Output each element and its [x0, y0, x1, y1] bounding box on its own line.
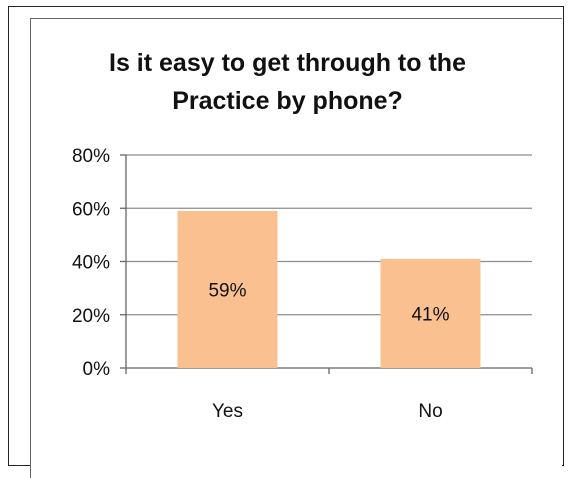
bar-chart: 0% 20% 40% 60% 80% 59% Yes 41% No: [72, 146, 533, 422]
y-tick-label: 60%: [72, 199, 110, 220]
bar-no: [380, 258, 481, 368]
chart-inner-frame: [30, 18, 562, 478]
data-label: 41%: [411, 304, 449, 325]
y-tick-label: 0%: [83, 359, 111, 380]
y-tick-label: 20%: [72, 306, 110, 327]
bar-yes: [177, 210, 278, 368]
y-tick-label: 40%: [72, 253, 110, 274]
y-tick-label: 80%: [72, 146, 110, 167]
data-label: 59%: [208, 280, 246, 301]
x-category-label: No: [418, 401, 442, 422]
chart-title: Is it easy to get through to the Practic…: [109, 49, 466, 115]
x-category-label: Yes: [212, 401, 243, 422]
